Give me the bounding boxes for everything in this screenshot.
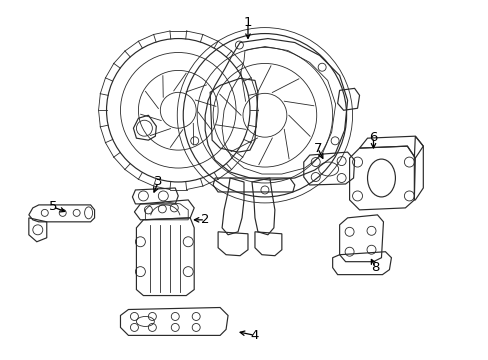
Text: 1: 1 (243, 16, 252, 29)
Text: 3: 3 (154, 175, 162, 189)
Text: 2: 2 (201, 213, 209, 226)
Text: 8: 8 (370, 261, 379, 274)
Text: 6: 6 (368, 131, 377, 144)
Text: 5: 5 (48, 201, 57, 213)
Text: 7: 7 (313, 141, 321, 155)
Text: 4: 4 (250, 329, 259, 342)
